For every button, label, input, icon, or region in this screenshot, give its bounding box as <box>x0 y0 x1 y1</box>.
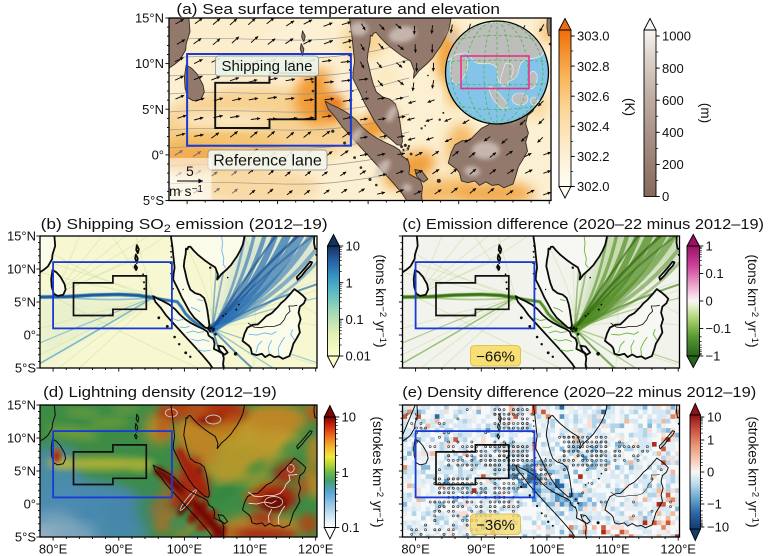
svg-text:100°E: 100°E <box>529 542 565 556</box>
svg-text:302.4: 302.4 <box>577 119 610 134</box>
svg-text:−36%: −36% <box>476 517 515 534</box>
svg-text:1000: 1000 <box>662 29 691 44</box>
svg-text:−10: −10 <box>707 520 729 535</box>
svg-text:−0.1: −0.1 <box>706 321 732 336</box>
svg-text:302.6: 302.6 <box>577 89 610 104</box>
svg-text:−66%: −66% <box>476 349 515 366</box>
svg-text:10°N: 10°N <box>7 262 36 277</box>
svg-text:5°S: 5°S <box>143 193 164 208</box>
svg-text:−1: −1 <box>706 349 721 364</box>
svg-text:5°S: 5°S <box>15 530 36 545</box>
svg-text:110°E: 110°E <box>233 542 268 556</box>
svg-text:1: 1 <box>342 465 349 480</box>
svg-text:800: 800 <box>662 61 684 76</box>
svg-text:0°: 0° <box>24 328 36 343</box>
svg-text:120°E: 120°E <box>298 542 334 556</box>
svg-text:0.1: 0.1 <box>346 312 364 327</box>
svg-text:(e) Density difference (2020–2: (e) Density difference (2020–22 minus 20… <box>402 384 756 401</box>
svg-text:Shipping lane: Shipping lane <box>222 58 313 75</box>
svg-text:302.2: 302.2 <box>577 149 610 164</box>
svg-text:0°: 0° <box>24 497 36 512</box>
svg-text:80°E: 80°E <box>401 542 430 556</box>
svg-text:110°E: 110°E <box>595 542 630 556</box>
svg-text:5°N: 5°N <box>142 102 164 117</box>
svg-text:5°N: 5°N <box>14 464 36 479</box>
svg-text:15°N: 15°N <box>7 398 36 413</box>
svg-text:1: 1 <box>706 239 713 254</box>
svg-text:10°N: 10°N <box>135 56 164 71</box>
svg-text:(a) Sea surface temperature an: (a) Sea surface temperature and elevatio… <box>176 1 500 18</box>
svg-text:0.01: 0.01 <box>346 349 371 364</box>
svg-text:0.1: 0.1 <box>342 520 360 535</box>
svg-text:(strokes km−2 yr−1): (strokes km−2 yr−1) <box>746 417 761 528</box>
svg-text:10°N: 10°N <box>7 431 36 446</box>
svg-text:(m): (m) <box>698 103 713 123</box>
svg-text:(strokes km−2 yr−1): (strokes km−2 yr−1) <box>370 417 385 528</box>
svg-text:600: 600 <box>662 93 684 108</box>
svg-text:1: 1 <box>707 433 714 448</box>
svg-text:0.1: 0.1 <box>706 266 724 281</box>
svg-text:(c) Emission difference (2020–: (c) Emission difference (2020–22 minus 2… <box>402 216 764 233</box>
svg-text:5°S: 5°S <box>15 361 36 376</box>
svg-text:100°E: 100°E <box>167 542 203 556</box>
svg-text:0: 0 <box>662 189 669 204</box>
svg-text:0°: 0° <box>152 147 164 162</box>
svg-text:303.0: 303.0 <box>577 29 610 44</box>
svg-text:120°E: 120°E <box>660 542 696 556</box>
svg-text:(b) Shipping SO2 emission (201: (b) Shipping SO 2 emission (2012–19) <box>41 216 328 235</box>
svg-text:90°E: 90°E <box>105 542 134 556</box>
svg-text:0: 0 <box>706 294 713 309</box>
svg-text:Reference lane: Reference lane <box>213 153 322 170</box>
svg-text:10: 10 <box>346 239 360 254</box>
svg-text:(d) Lightning density (2012–19: (d) Lightning density (2012–19) <box>43 384 277 401</box>
svg-text:1: 1 <box>346 275 353 290</box>
svg-text:(tons km−2 yr−1): (tons km−2 yr−1) <box>745 255 760 348</box>
svg-text:10: 10 <box>707 410 721 425</box>
svg-text:5: 5 <box>186 163 194 179</box>
svg-text:200: 200 <box>662 157 684 172</box>
svg-text:(tons km−2 yr−1): (tons km−2 yr−1) <box>373 255 388 348</box>
svg-text:10: 10 <box>342 410 356 425</box>
svg-text:302.0: 302.0 <box>577 179 610 194</box>
svg-text:−1: −1 <box>707 497 722 512</box>
svg-text:302.8: 302.8 <box>577 59 610 74</box>
svg-text:15°N: 15°N <box>7 229 36 244</box>
svg-text:80°E: 80°E <box>39 542 68 556</box>
svg-text:15°N: 15°N <box>135 11 164 26</box>
svg-text:(K): (K) <box>622 98 637 116</box>
svg-text:5°N: 5°N <box>14 295 36 310</box>
svg-text:0: 0 <box>707 465 714 480</box>
svg-text:90°E: 90°E <box>467 542 496 556</box>
svg-text:400: 400 <box>662 125 684 140</box>
